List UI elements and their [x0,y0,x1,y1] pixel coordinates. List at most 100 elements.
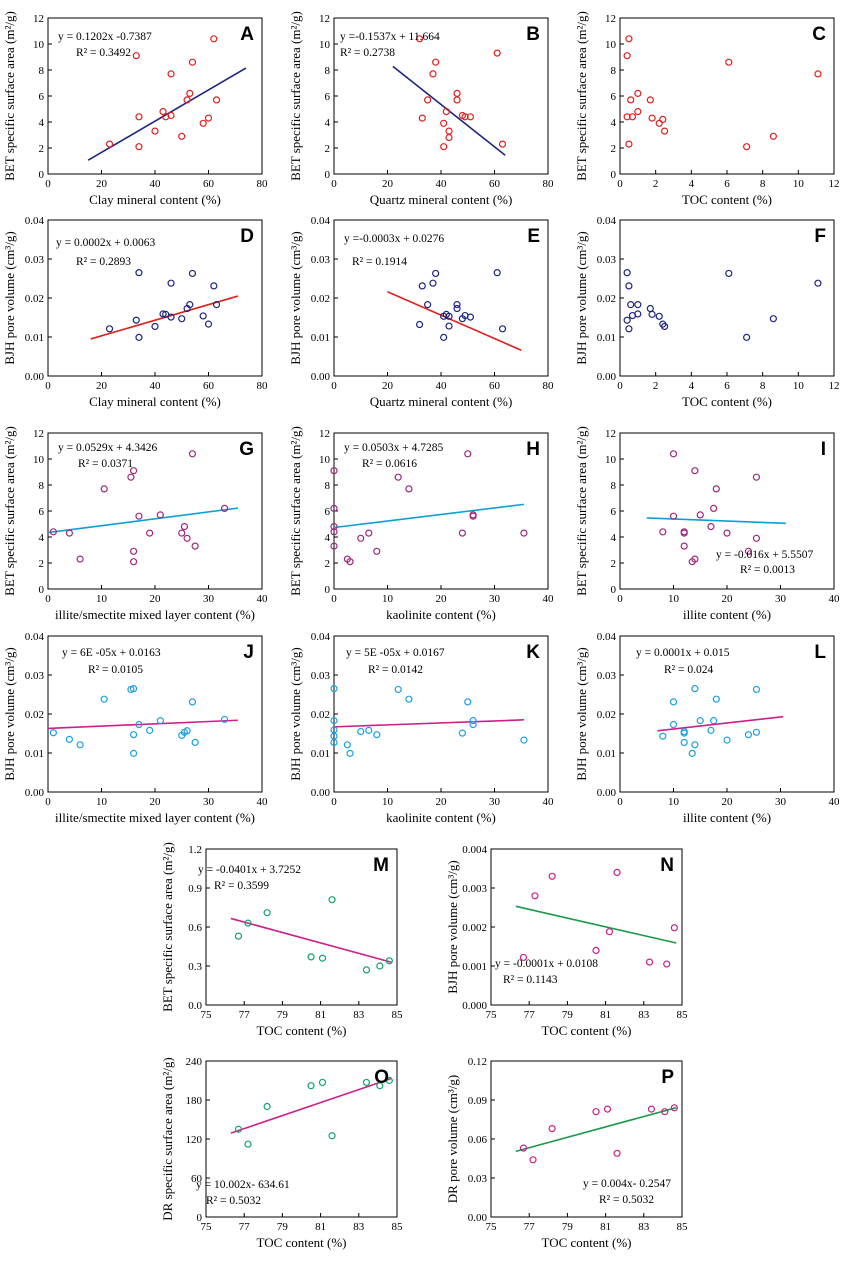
data-point [394,685,402,694]
data-point [188,58,197,66]
data-point [220,715,229,724]
y-tick-label: 6 [325,506,331,518]
y-tick-label: 10 [319,454,331,466]
y-tick-label: 0.01 [597,332,616,344]
x-axis-label: illite content (%) [683,607,771,622]
data-point [453,301,461,309]
y-tick-label: 0.001 [462,961,487,973]
x-tick-label: 85 [677,1221,689,1233]
plot-frame [333,635,549,793]
regression-equation: y = 0.0529x + 4.3426 [58,442,157,454]
chart-panel-h: 0 10 20 30 40 0 2 4 6 8 10 12 kaolinite content (%) B… [288,426,554,622]
y-tick-label: 0.04 [25,215,45,227]
data-point [670,924,678,932]
y-tick-label: 2 [325,143,331,155]
panel-letter: A [240,24,254,45]
data-point [418,282,426,290]
data-point [648,114,656,122]
data-point [385,957,393,965]
y-axis-label: DR specific surface area (m²/g) [160,1057,175,1220]
x-tick-label: 12 [829,380,840,392]
panel-letter: F [814,226,826,247]
data-point [445,312,453,320]
x-tick-label: 20 [96,380,108,392]
x-tick-label: 79 [562,1009,574,1021]
data-point [105,325,114,333]
x-axis-label: kaolinite content (%) [386,810,496,825]
y-tick-label: 0.01 [311,332,330,344]
y-tick-label: 0.02 [25,709,44,721]
data-point [752,728,761,736]
y-tick-label: 0.03 [25,254,45,266]
x-tick-label: 20 [382,178,394,190]
regression-equation: y = 0.004x- 0.2547 [583,1178,671,1190]
plot-frame [47,635,263,793]
y-axis-label: BET specific surface area (m²/g) [2,11,17,181]
data-point [625,140,633,148]
x-tick-label: 60 [489,178,501,190]
data-point [442,107,450,116]
y-tick-label: 0.02 [597,293,616,305]
y-tick-label: 6 [611,91,617,103]
regression-equation: y = 0.0001x + 0.015 [636,647,730,659]
data-point [204,114,213,122]
data-point [440,143,448,151]
data-point [461,113,469,121]
data-point [769,315,777,323]
data-point [493,49,501,57]
data-point [178,529,186,537]
y-axis-label: BJH pore volume (cm³/g) [445,860,460,994]
x-tick-label: 4 [689,380,695,392]
data-point [263,1102,271,1111]
x-tick-label: 85 [677,1009,689,1021]
data-point [752,685,761,694]
data-point [432,269,440,278]
y-tick-label: 0.00 [597,787,617,799]
y-tick-label: 60 [191,1173,203,1185]
regression-equation: y = 6E -05x + 0.0163 [62,647,161,659]
data-point [376,962,384,970]
x-tick-label: 80 [543,178,555,190]
x-tick-label: 10 [668,796,680,808]
data-point [330,685,338,693]
trend-line [47,507,239,534]
x-tick-label: 0 [45,380,51,392]
y-tick-label: 0.004 [462,844,487,856]
data-point [603,1105,612,1113]
y-tick-label: 0.09 [468,1095,488,1107]
data-point [167,111,175,120]
data-point [660,127,669,135]
regression-equation: y = 0.1202x -0.7387 [58,31,152,43]
regression-equation: y = -0.016x + 5.5507 [716,549,814,561]
data-point [127,473,135,481]
y-tick-label: 0.01 [597,748,616,760]
data-point [130,749,138,757]
y-tick-label: 0.00 [25,371,45,383]
y-tick-label: 2 [39,558,45,570]
trend-line [230,917,392,964]
x-tick-label: 0 [617,178,623,190]
data-point [151,127,159,135]
data-point [661,1108,669,1116]
y-tick-label: 0.003 [462,883,487,895]
data-point [743,143,751,151]
trend-line [47,719,238,730]
data-point [330,467,338,475]
x-tick-label: 79 [277,1221,289,1233]
chart-panel-o: 75 77 79 81 83 85 0 60 120 180 240 TOC content (%) D… [160,1056,403,1250]
y-axis-label: BET specific surface area (m²/g) [574,11,589,181]
x-tick-label: 2 [653,380,659,392]
data-point [725,58,733,66]
data-point [634,310,642,318]
r-squared-label: R² = 0.0371 [78,458,133,470]
data-point [156,717,164,725]
regression-equation: y =-0.1537x + 11.664 [340,31,440,43]
data-point [613,868,621,877]
data-point [663,960,671,968]
data-point [330,738,338,747]
data-point [592,1108,600,1116]
y-tick-label: 10 [33,39,45,51]
x-tick-label: 30 [489,593,501,605]
data-point [156,511,164,519]
data-point [188,450,197,458]
